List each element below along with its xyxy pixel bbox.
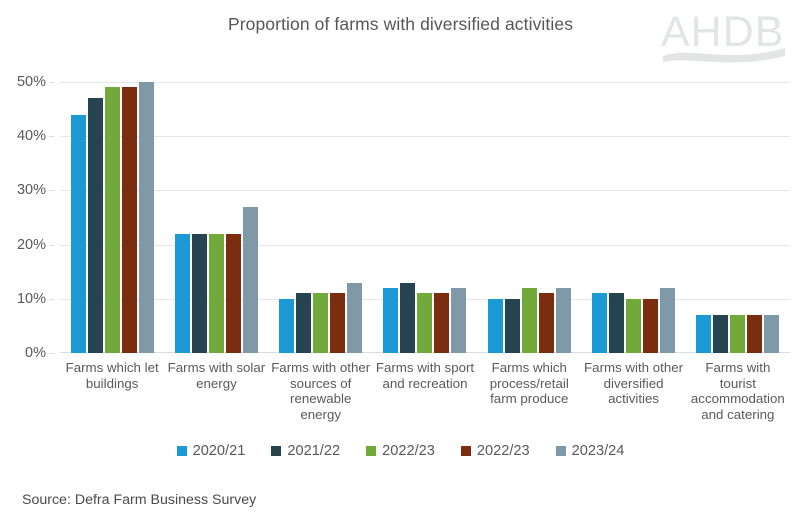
bar[interactable] [434, 293, 450, 353]
bar-group [686, 82, 790, 353]
y-axis-tick-mark [49, 190, 54, 192]
bar[interactable] [660, 287, 676, 353]
chart-legend: 2020/21 2021/22 2022/23 2022/23 2023/24 [0, 443, 801, 459]
y-axis-tick-label: 20% [16, 236, 46, 253]
y-axis-tick-mark [49, 244, 54, 246]
legend-item[interactable]: 2020/21 [176, 443, 246, 459]
bar[interactable] [191, 233, 207, 353]
bar[interactable] [417, 293, 433, 353]
bar[interactable] [208, 233, 224, 353]
bar-group [269, 82, 373, 353]
bar[interactable] [504, 298, 520, 353]
y-axis-tick-label: 40% [16, 128, 46, 145]
bar[interactable] [313, 293, 329, 353]
x-axis-category-label: Farms which let buildings [65, 360, 159, 391]
gridline [60, 82, 790, 83]
bar-group [373, 82, 477, 353]
y-axis-tick-label: 10% [16, 290, 46, 307]
bar[interactable] [487, 298, 503, 353]
x-axis-category-label: Farms which process/retail farm produce [489, 360, 569, 406]
x-axis-category-label: Farms with other sources of renewable en… [271, 360, 371, 422]
bar[interactable] [87, 98, 103, 353]
gridline [60, 136, 790, 138]
x-axis-labels: Farms which let buildings Farms with sola… [60, 360, 790, 435]
gridline [60, 244, 790, 246]
bar-group [477, 82, 581, 353]
y-axis-tick-label: 50% [16, 74, 46, 90]
y-axis-tick-mark [49, 82, 54, 83]
x-axis-category-label: Farms with sport and recreation [375, 360, 475, 391]
ahdb-logo-text: AHDB [661, 8, 784, 56]
y-axis-tick-label: 0% [25, 345, 46, 361]
ahdb-logo-swoosh [663, 48, 785, 63]
bar[interactable] [747, 315, 763, 353]
y-axis: 0% 10% 20% 30% 40% 50% [0, 74, 54, 361]
legend-item[interactable]: 2022/23 [460, 443, 530, 459]
source-note: Source: Defra Farm Business Survey [22, 492, 257, 508]
x-axis-category-label: Farms with tourist accommodation and cat… [690, 360, 785, 422]
bar[interactable] [400, 282, 416, 353]
x-axis-category-label: Farms with solar energy [167, 360, 266, 391]
legend-item[interactable]: 2022/23 [366, 443, 435, 459]
bar[interactable] [713, 315, 729, 353]
legend-label: 2020/21 [192, 443, 246, 459]
legend-item[interactable]: 2021/22 [271, 443, 340, 459]
bar-group [164, 82, 268, 353]
bar[interactable] [592, 293, 608, 353]
bar[interactable] [626, 298, 642, 353]
bar[interactable] [279, 298, 295, 353]
bar[interactable] [174, 233, 190, 353]
bar[interactable] [521, 287, 537, 353]
legend-label: 2023/24 [571, 443, 625, 459]
bar[interactable] [730, 315, 746, 353]
x-axis-category-label: Farms with other diversified activities [584, 360, 684, 406]
y-axis-tick-mark [49, 136, 54, 138]
bar[interactable] [70, 114, 86, 353]
bar[interactable] [104, 87, 120, 353]
bar[interactable] [696, 315, 712, 353]
legend-swatch [176, 446, 187, 456]
gridline [60, 190, 790, 192]
bar[interactable] [121, 87, 137, 353]
legend-swatch [555, 446, 566, 456]
bar[interactable] [296, 293, 312, 353]
bar[interactable] [225, 233, 241, 353]
bar[interactable] [643, 298, 659, 353]
bar[interactable] [242, 206, 258, 353]
legend-swatch [460, 446, 471, 456]
bar[interactable] [555, 287, 571, 353]
legend-item[interactable]: 2023/24 [555, 443, 625, 459]
bar[interactable] [330, 293, 346, 353]
bar-group [60, 82, 164, 353]
y-axis-tick-mark [49, 353, 54, 354]
bar[interactable] [138, 82, 154, 353]
ahdb-logo: AHDB [661, 6, 787, 64]
chart-title: Proportion of farms with diversified act… [227, 14, 574, 34]
legend-swatch [271, 446, 282, 456]
bar[interactable] [609, 293, 625, 353]
bar[interactable] [764, 315, 780, 353]
bar[interactable] [451, 287, 467, 353]
legend-label: 2022/23 [382, 443, 435, 459]
y-axis-tick-label: 30% [16, 182, 46, 199]
legend-label: 2022/23 [476, 443, 530, 459]
legend-label: 2021/22 [287, 443, 341, 459]
bar[interactable] [538, 293, 554, 353]
y-axis-tick-mark [49, 298, 54, 300]
legend-swatch [366, 446, 377, 456]
bar-group [581, 82, 685, 353]
bar[interactable] [347, 282, 363, 353]
bars-layer [60, 82, 790, 353]
bar[interactable] [383, 287, 399, 353]
